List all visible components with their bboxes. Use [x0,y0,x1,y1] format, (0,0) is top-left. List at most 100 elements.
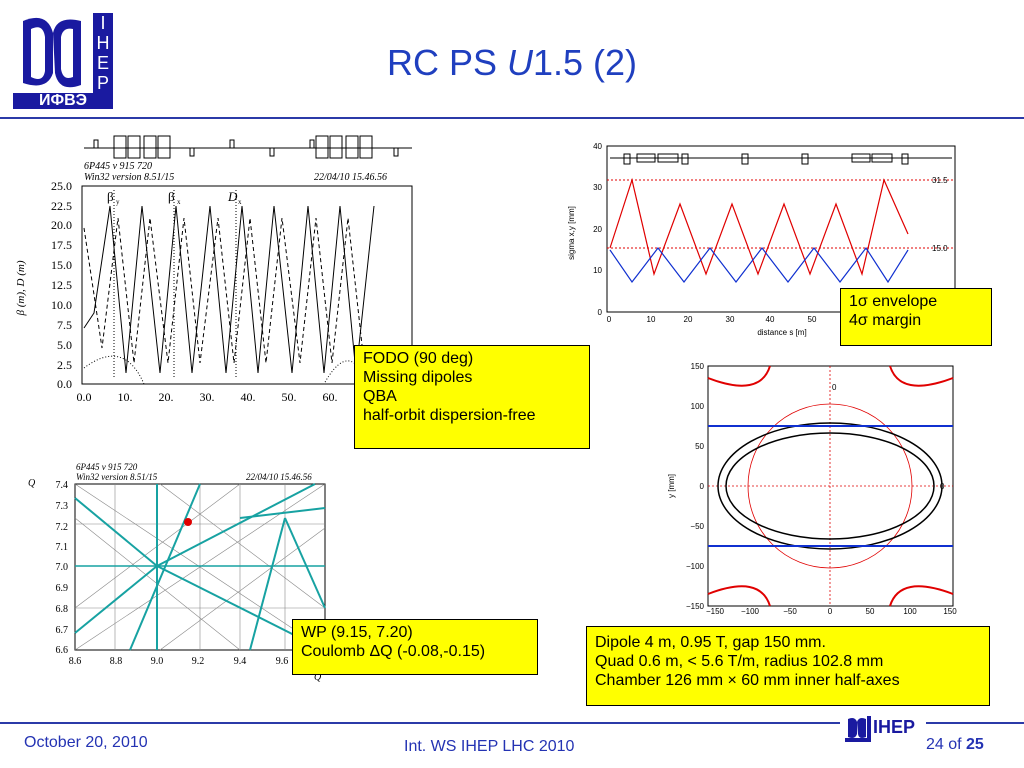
beta-xtick: 10. [118,390,133,404]
wp-line: WP (9.15, 7.20) [301,624,413,641]
sigma-symbol: σ [857,312,868,329]
title-prefix: RC PS [386,42,507,83]
footer-logo-icon [845,716,871,742]
beta-ytick: 15.0 [51,258,72,272]
sigma-ytick: 30 [593,183,602,192]
beta-xtick: 20. [159,390,174,404]
aperture-ylabel: y [mm] [667,474,676,498]
beta-ytick: 0.0 [57,377,72,391]
footer-logo: IHEP [845,716,927,742]
working-point-note: WP (9.15, 7.20) Coulomb ΔQ (-0.08,-0.15) [292,619,538,675]
fodo-line: QBA [363,388,397,405]
aperture-xtick: −100 [741,607,760,616]
margin-text: margin [867,312,922,329]
fodo-note: FODO (90 deg) Missing dipoles QBA half-o… [354,345,590,449]
beta-ytick: 7.5 [57,318,72,332]
sigma-xtick: 30 [726,315,735,324]
page-of: of [943,736,967,753]
logo-letter-i: I [100,13,106,33]
chamber-line: Chamber 126 mm × 60 mm inner half-axes [595,672,900,689]
page-number: 24 of 25 [926,736,984,754]
tune-ylabel: Q [28,478,36,489]
tune-ytick: 7.2 [56,522,69,533]
aperture-xtick: 100 [903,607,917,616]
aperture-ytick: 150 [691,362,705,371]
footer-date: October 20, 2010 [24,734,148,751]
logo-bottom-text: ИФВЭ [38,92,88,109]
envelope-line-2: 4σ margin [849,311,983,330]
beta-ytick: 12.5 [51,278,72,292]
aperture-ytick: 0 [700,482,705,491]
beta-ytick: 2.5 [57,358,72,372]
tune-xtick: 9.6 [276,656,289,667]
beta-header-line2: Win32 version 8.51/15 [84,172,174,183]
beta-datetime: 22/04/10 15.46.56 [314,172,387,183]
envelope-text: envelope [867,293,938,310]
footer-divider-right [926,722,1024,724]
beta-xtick: 30. [200,390,215,404]
fodo-line: FODO (90 deg) [363,350,474,367]
tune-ytick: 6.6 [56,645,69,656]
beta-function-plot: 6P445 v 915 720 Win32 version 8.51/15 22… [14,128,414,418]
sigma-xtick: 20 [684,315,693,324]
legend-beta-x: β [168,189,175,204]
envelope-num: 1 [849,293,858,310]
fodo-line: half-orbit dispersion-free [363,407,536,424]
beta-xtick: 0.0 [77,390,92,404]
page-total: 25 [966,736,984,753]
legend-beta-x-sub: x [177,198,181,206]
title-suffix: 1.5 (2) [532,42,638,83]
tune-datetime: 22/04/10 15.46.56 [246,472,312,482]
footer-event: Int. WS IHEP LHC 2010 [404,738,575,755]
quad-line: Quad 0.6 m, < 5.6 T/m, radius 102.8 mm [595,653,884,670]
sigma-ytick: 0 [598,308,603,317]
ihep-logo-icon [13,13,113,109]
aperture-zero-label-top: 0 [832,383,837,392]
dipole-line: Dipole 4 m, 0.95 T, gap 150 mm. [595,634,826,651]
sigma-xtick: 50 [808,315,817,324]
header-divider [0,117,1024,119]
legend-dx: D [227,189,238,204]
tune-xtick: 9.4 [234,656,247,667]
aperture-ytick: −150 [686,602,705,611]
working-point-marker [184,518,192,526]
aperture-ytick: −50 [690,522,704,531]
tune-xtick: 8.6 [69,656,82,667]
footer-logo-text: IHEP [873,717,916,737]
tune-xlabel: Q [314,672,322,683]
sigma-ytick: 10 [593,266,602,275]
aperture-xtick: 50 [866,607,875,616]
tune-header-line2: Win32 version 8.51/15 [76,472,158,482]
aperture-xtick: −50 [783,607,797,616]
sigma-xtick: 40 [766,315,775,324]
aperture-xtick: 150 [943,607,957,616]
tune-header-line1: 6P445 v 915 720 [76,462,138,472]
tune-ytick: 6.7 [56,625,69,636]
logo-letter-h: H [96,33,110,53]
sigma-level-low: 15.0 [932,244,948,253]
tune-diagram: 6P445 v 915 720 Win32 version 8.51/15 22… [20,458,340,688]
magnet-parameters-note: Dipole 4 m, 0.95 T, gap 150 mm. Quad 0.6… [586,626,990,706]
tune-ytick: 6.9 [56,583,69,594]
aperture-ytick: 100 [691,402,705,411]
page-title: RC PS U1.5 (2) [0,42,1024,84]
legend-beta-y-sub: y [116,198,120,206]
logo-letter-e: E [96,53,109,73]
beta-ytick: 5.0 [57,338,72,352]
beta-xtick: 60. [323,390,338,404]
tune-xtick: 8.8 [110,656,123,667]
beta-ytick: 25.0 [51,179,72,193]
page-current: 24 [926,736,944,753]
aperture-ytick: −100 [686,562,705,571]
tune-ytick: 7.3 [56,501,69,512]
tune-ytick: 7.4 [56,480,69,491]
ihep-logo: I H E P ИФВЭ [13,13,113,109]
title-italic: U [506,42,533,83]
tune-xtick: 9.2 [192,656,205,667]
tune-ytick: 6.8 [56,604,69,615]
beta-ytick: 22.5 [51,199,72,213]
tune-xtick: 9.0 [151,656,164,667]
fodo-line: Missing dipoles [363,369,473,386]
sigma-xtick: 10 [647,315,656,324]
beta-xtick: 50. [282,390,297,404]
